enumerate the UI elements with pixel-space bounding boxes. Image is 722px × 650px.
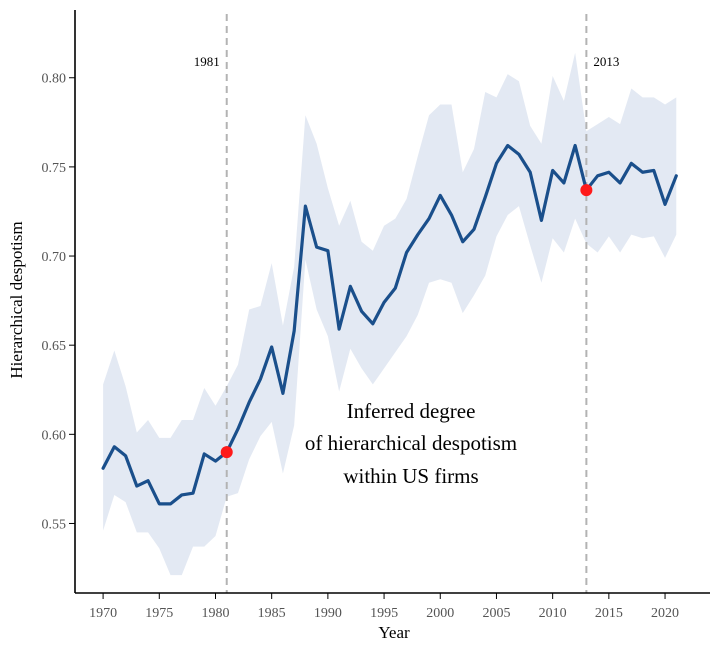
- reference-label-1981: 1981: [194, 54, 220, 69]
- x-tick-label-2015: 2015: [595, 606, 623, 621]
- y-axis-title: Hierarchical despotism: [7, 221, 26, 378]
- y-tick-label-0.80: 0.80: [42, 72, 67, 87]
- x-tick-label-2005: 2005: [482, 606, 510, 621]
- y-tick-label-0.60: 0.60: [42, 428, 67, 443]
- plot-area: 1981 2013: [101, 14, 678, 593]
- series-line: [101, 143, 678, 506]
- axes: [74, 10, 710, 594]
- y-tick-label-0.55: 0.55: [42, 517, 67, 532]
- x-tick-label-2010: 2010: [539, 606, 567, 621]
- y-tick-label-0.75: 0.75: [42, 161, 67, 176]
- x-tick-label-1980: 1980: [201, 606, 229, 621]
- annotation-line-2: of hierarchical despotism: [305, 431, 517, 455]
- x-tick-label-1970: 1970: [89, 606, 117, 621]
- x-tick-label-2020: 2020: [651, 606, 679, 621]
- annotation-line-3: within US firms: [343, 464, 478, 488]
- confidence-band: [103, 52, 677, 576]
- ticks: 1970 1975 1980 1985 1990 1995 2000 2005 2010 2015…: [42, 72, 680, 621]
- annotation-line-1: Inferred degree: [347, 399, 476, 423]
- x-axis-title: Year: [378, 623, 410, 642]
- x-tick-label-1975: 1975: [145, 606, 173, 621]
- y-tick-label-0.70: 0.70: [42, 250, 67, 265]
- x-tick-label-1995: 1995: [370, 606, 398, 621]
- reference-label-2013: 2013: [593, 54, 619, 69]
- highlight-point-1981: [220, 446, 233, 459]
- x-tick-label-2000: 2000: [426, 606, 454, 621]
- annotation: Inferred degree of hierarchical despotis…: [305, 399, 517, 488]
- x-tick-label-1985: 1985: [258, 606, 286, 621]
- highlight-point-2013: [580, 184, 593, 197]
- y-tick-label-0.65: 0.65: [42, 339, 67, 354]
- x-tick-label-1990: 1990: [314, 606, 342, 621]
